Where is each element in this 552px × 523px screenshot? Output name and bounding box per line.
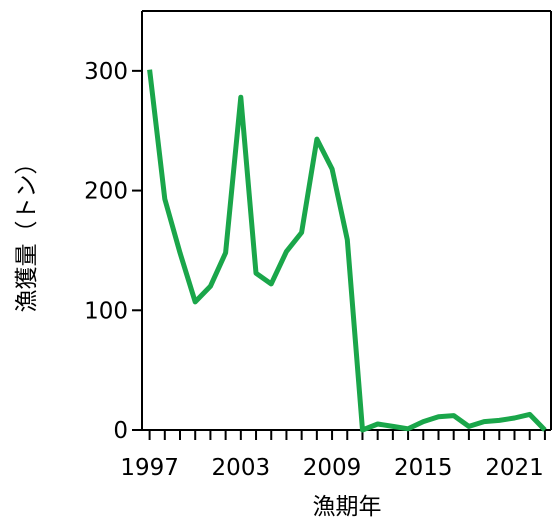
x-tick-label: 2003 — [212, 455, 271, 481]
y-axis-title: 漁獲量（トン） — [14, 152, 40, 313]
x-tick-label: 2015 — [394, 455, 453, 481]
x-tick-label: 1997 — [120, 455, 179, 481]
x-axis-ticks: 1997 2003 2009 2015 2021 — [120, 430, 546, 481]
x-axis-title: 漁期年 — [313, 494, 382, 520]
y-tick-label: 100 — [84, 298, 128, 324]
series-line — [147, 69, 547, 433]
plot-area — [141, 10, 552, 431]
y-tick-label: 0 — [113, 418, 128, 444]
y-axis-ticks: 0 100 200 300 — [84, 59, 142, 444]
y-tick-label: 300 — [84, 59, 128, 85]
x-tick-label: 2021 — [485, 455, 544, 481]
x-tick-label: 2009 — [303, 455, 362, 481]
y-tick-label: 200 — [84, 179, 128, 205]
series-layer — [147, 69, 547, 433]
